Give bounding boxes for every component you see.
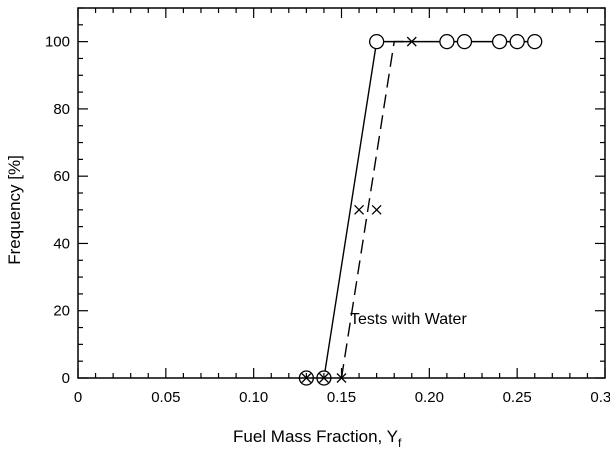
y-axis-label: Frequency [%] <box>5 155 24 265</box>
x-axis-label: Fuel Mass Fraction, Yf <box>233 427 402 450</box>
circle-marker <box>368 33 385 50</box>
x-marker <box>371 204 382 215</box>
x-marker-stroke <box>371 204 382 215</box>
circle-marker <box>509 33 525 50</box>
x-tick-label: 0.10 <box>239 389 268 406</box>
y-tick-label: 100 <box>45 34 70 51</box>
y-tick-label: 0 <box>62 370 70 387</box>
x-axis-label-subscript: f <box>398 436 402 450</box>
circle-marker <box>456 33 473 50</box>
dashed-trend-line <box>340 40 412 379</box>
annotation-tests-with-water: Tests with Water <box>350 311 467 328</box>
y-tick-label: 40 <box>53 235 70 252</box>
x-marker <box>406 36 417 47</box>
x-marker <box>354 204 365 215</box>
x-tick-label: 0.30 <box>590 389 610 406</box>
x-marker-stroke <box>406 36 417 47</box>
circle-marker <box>527 33 543 50</box>
axes <box>77 7 606 379</box>
tick-labels: 0 0.05 0.10 0.15 0.20 0.25 0.30 0 20 40 60 80 100 <box>45 34 610 406</box>
y-tick-label: 60 <box>53 168 70 185</box>
y-tick-label: 80 <box>53 101 70 118</box>
x-axis-label-main: Fuel Mass Fraction, Y <box>233 427 398 446</box>
y-tick-label: 20 <box>53 303 70 320</box>
plot-frame <box>77 7 606 379</box>
x-marker-stroke <box>354 204 365 215</box>
circle-marker <box>439 33 455 50</box>
markers <box>298 33 543 386</box>
circle-marker <box>491 33 508 50</box>
x-tick-label: 0.25 <box>503 389 532 406</box>
x-tick-label: 0.15 <box>327 389 356 406</box>
x-tick-label: 0.20 <box>415 389 444 406</box>
x-tick-label: 0 <box>74 389 82 406</box>
x-tick-label: 0.05 <box>151 389 180 406</box>
